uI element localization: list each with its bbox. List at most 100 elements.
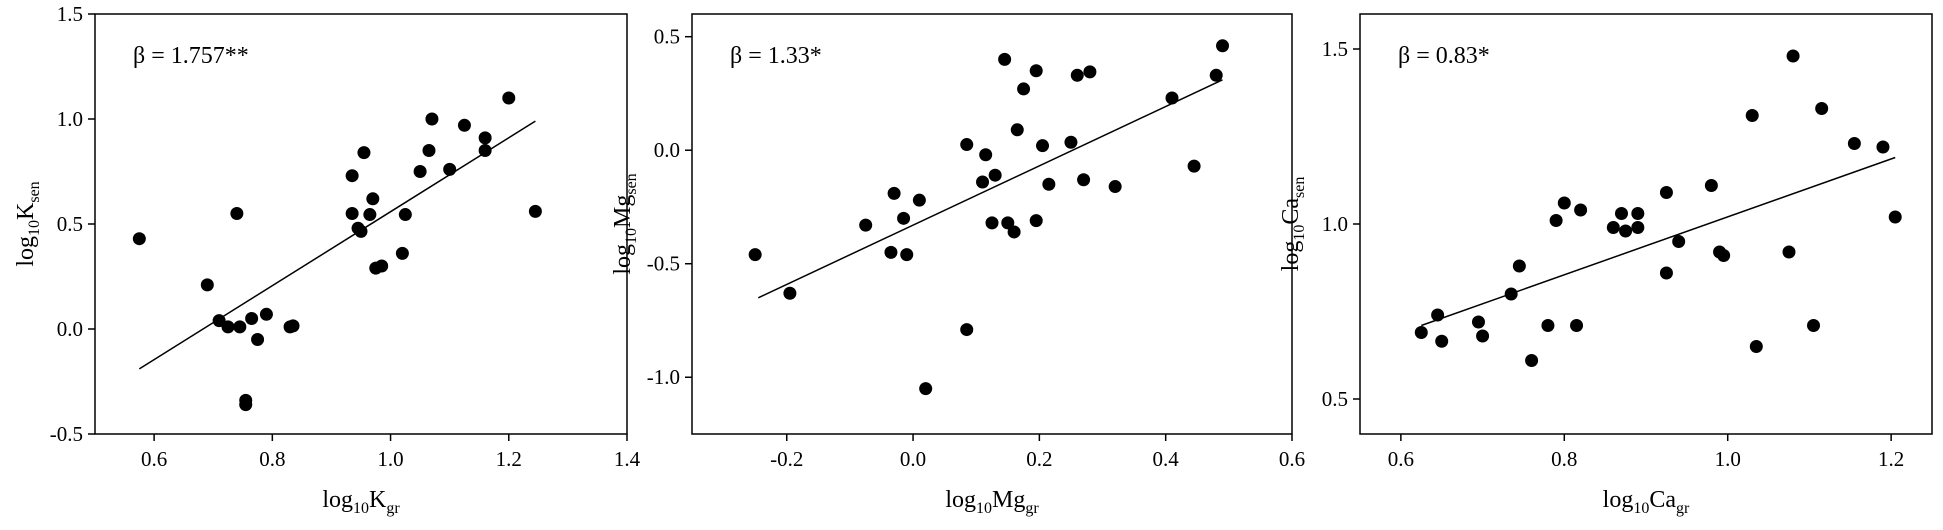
data-point [132,232,146,246]
data-point [887,186,901,200]
data-point [200,278,214,292]
data-point [239,398,253,412]
plot-frame [1359,13,1933,435]
x-tick-label: 0.6 [1388,447,1414,471]
data-point [912,193,926,207]
x-tick-label: -0.2 [770,447,803,471]
data-point [221,320,235,334]
data-point [1815,102,1829,115]
y-tick-label: 0.5 [1322,387,1348,411]
data-point [919,382,933,396]
data-point [259,307,273,321]
data-point [1659,266,1673,280]
y-tick-label: 1.0 [57,107,83,131]
data-point [1042,177,1056,191]
data-point [1476,329,1490,343]
data-point [425,112,439,126]
y-tick-label: 0.5 [57,212,83,236]
data-point [1165,91,1179,105]
y-tick-label: 1.0 [1322,212,1348,236]
data-point [1614,207,1628,220]
data-point [443,162,457,176]
data-point [1431,308,1445,322]
data-point [1749,340,1763,353]
data-point [528,204,542,218]
regression-line [1421,156,1896,327]
data-point [345,169,359,183]
data-point [1504,287,1518,301]
data-point [230,207,244,220]
plot-frame [691,13,1293,435]
data-point [1010,123,1024,137]
data-point [1083,65,1097,79]
data-point [233,320,247,334]
data-point [998,52,1012,66]
y-tick-label: -0.5 [647,252,680,276]
y-tick-label: 0.5 [654,25,680,49]
data-point [1064,135,1078,149]
data-point [395,246,409,260]
y-axis-label: log10Ksen [13,181,43,266]
data-point [398,208,412,222]
data-point [1435,334,1449,348]
data-point [1187,159,1201,173]
data-point [1847,137,1861,150]
x-axis-label: log10Kgr [322,487,400,517]
data-point [1549,214,1563,227]
data-point [375,259,389,273]
data-point [1888,210,1902,224]
data-point [286,319,300,333]
x-tick-label: 0.8 [259,447,285,471]
panel-ca: 0.6 0.8 1.0 1.2 0.5 1.0 1.5 β = 0.83* log10Cagr l… [1278,13,1933,517]
data-point [976,175,990,189]
data-point [1209,68,1223,82]
data-point [478,131,492,145]
x-tick-label: 0.6 [1279,447,1305,471]
data-point [985,216,999,230]
panel-k: 0.6 0.8 1.0 1.2 1.4 -0.5 0.0 0.5 1.0 1.5 β = 1.757… [13,2,641,517]
data-point [884,245,898,259]
x-tick-label: 1.0 [1715,447,1741,471]
data-point [1606,221,1620,234]
y-tick-label: 1.5 [1322,37,1348,61]
data-point [422,144,436,157]
data-point [1029,214,1043,228]
data-point [413,165,427,178]
data-point [1782,245,1796,259]
data-point [979,148,993,162]
x-tick-label: 0.2 [1026,447,1052,471]
data-point [748,248,762,262]
data-point [502,91,516,105]
data-point [1216,39,1230,53]
y-axis-label: log10Casen [1278,177,1308,272]
beta-annotation: β = 1.33* [730,43,822,69]
data-point [1017,82,1031,96]
y-tick-label: 0.0 [654,138,680,162]
data-point [1029,64,1043,78]
data-point [1070,68,1084,82]
data-point [354,224,368,238]
data-point [1786,49,1800,63]
data-point [478,144,492,157]
data-point [1570,319,1584,332]
data-point [1541,319,1555,332]
data-point [366,192,380,206]
x-tick-label: 0.4 [1153,447,1180,471]
y-tick-label: 1.5 [57,2,83,26]
data-point [1557,196,1571,210]
data-point [1672,235,1686,248]
data-point [1036,139,1050,153]
data-point [1659,186,1673,199]
x-tick-label: 1.4 [614,447,641,471]
data-point [900,248,914,262]
data-point [457,118,471,132]
y-tick-label: -0.5 [50,422,83,446]
x-axis-label: log10Mggr [945,487,1039,517]
data-point [1001,216,1015,230]
data-point [897,211,911,225]
data-point [1717,249,1731,262]
data-point [345,207,359,220]
x-tick-label: 1.0 [377,447,403,471]
regression-line [757,79,1223,299]
